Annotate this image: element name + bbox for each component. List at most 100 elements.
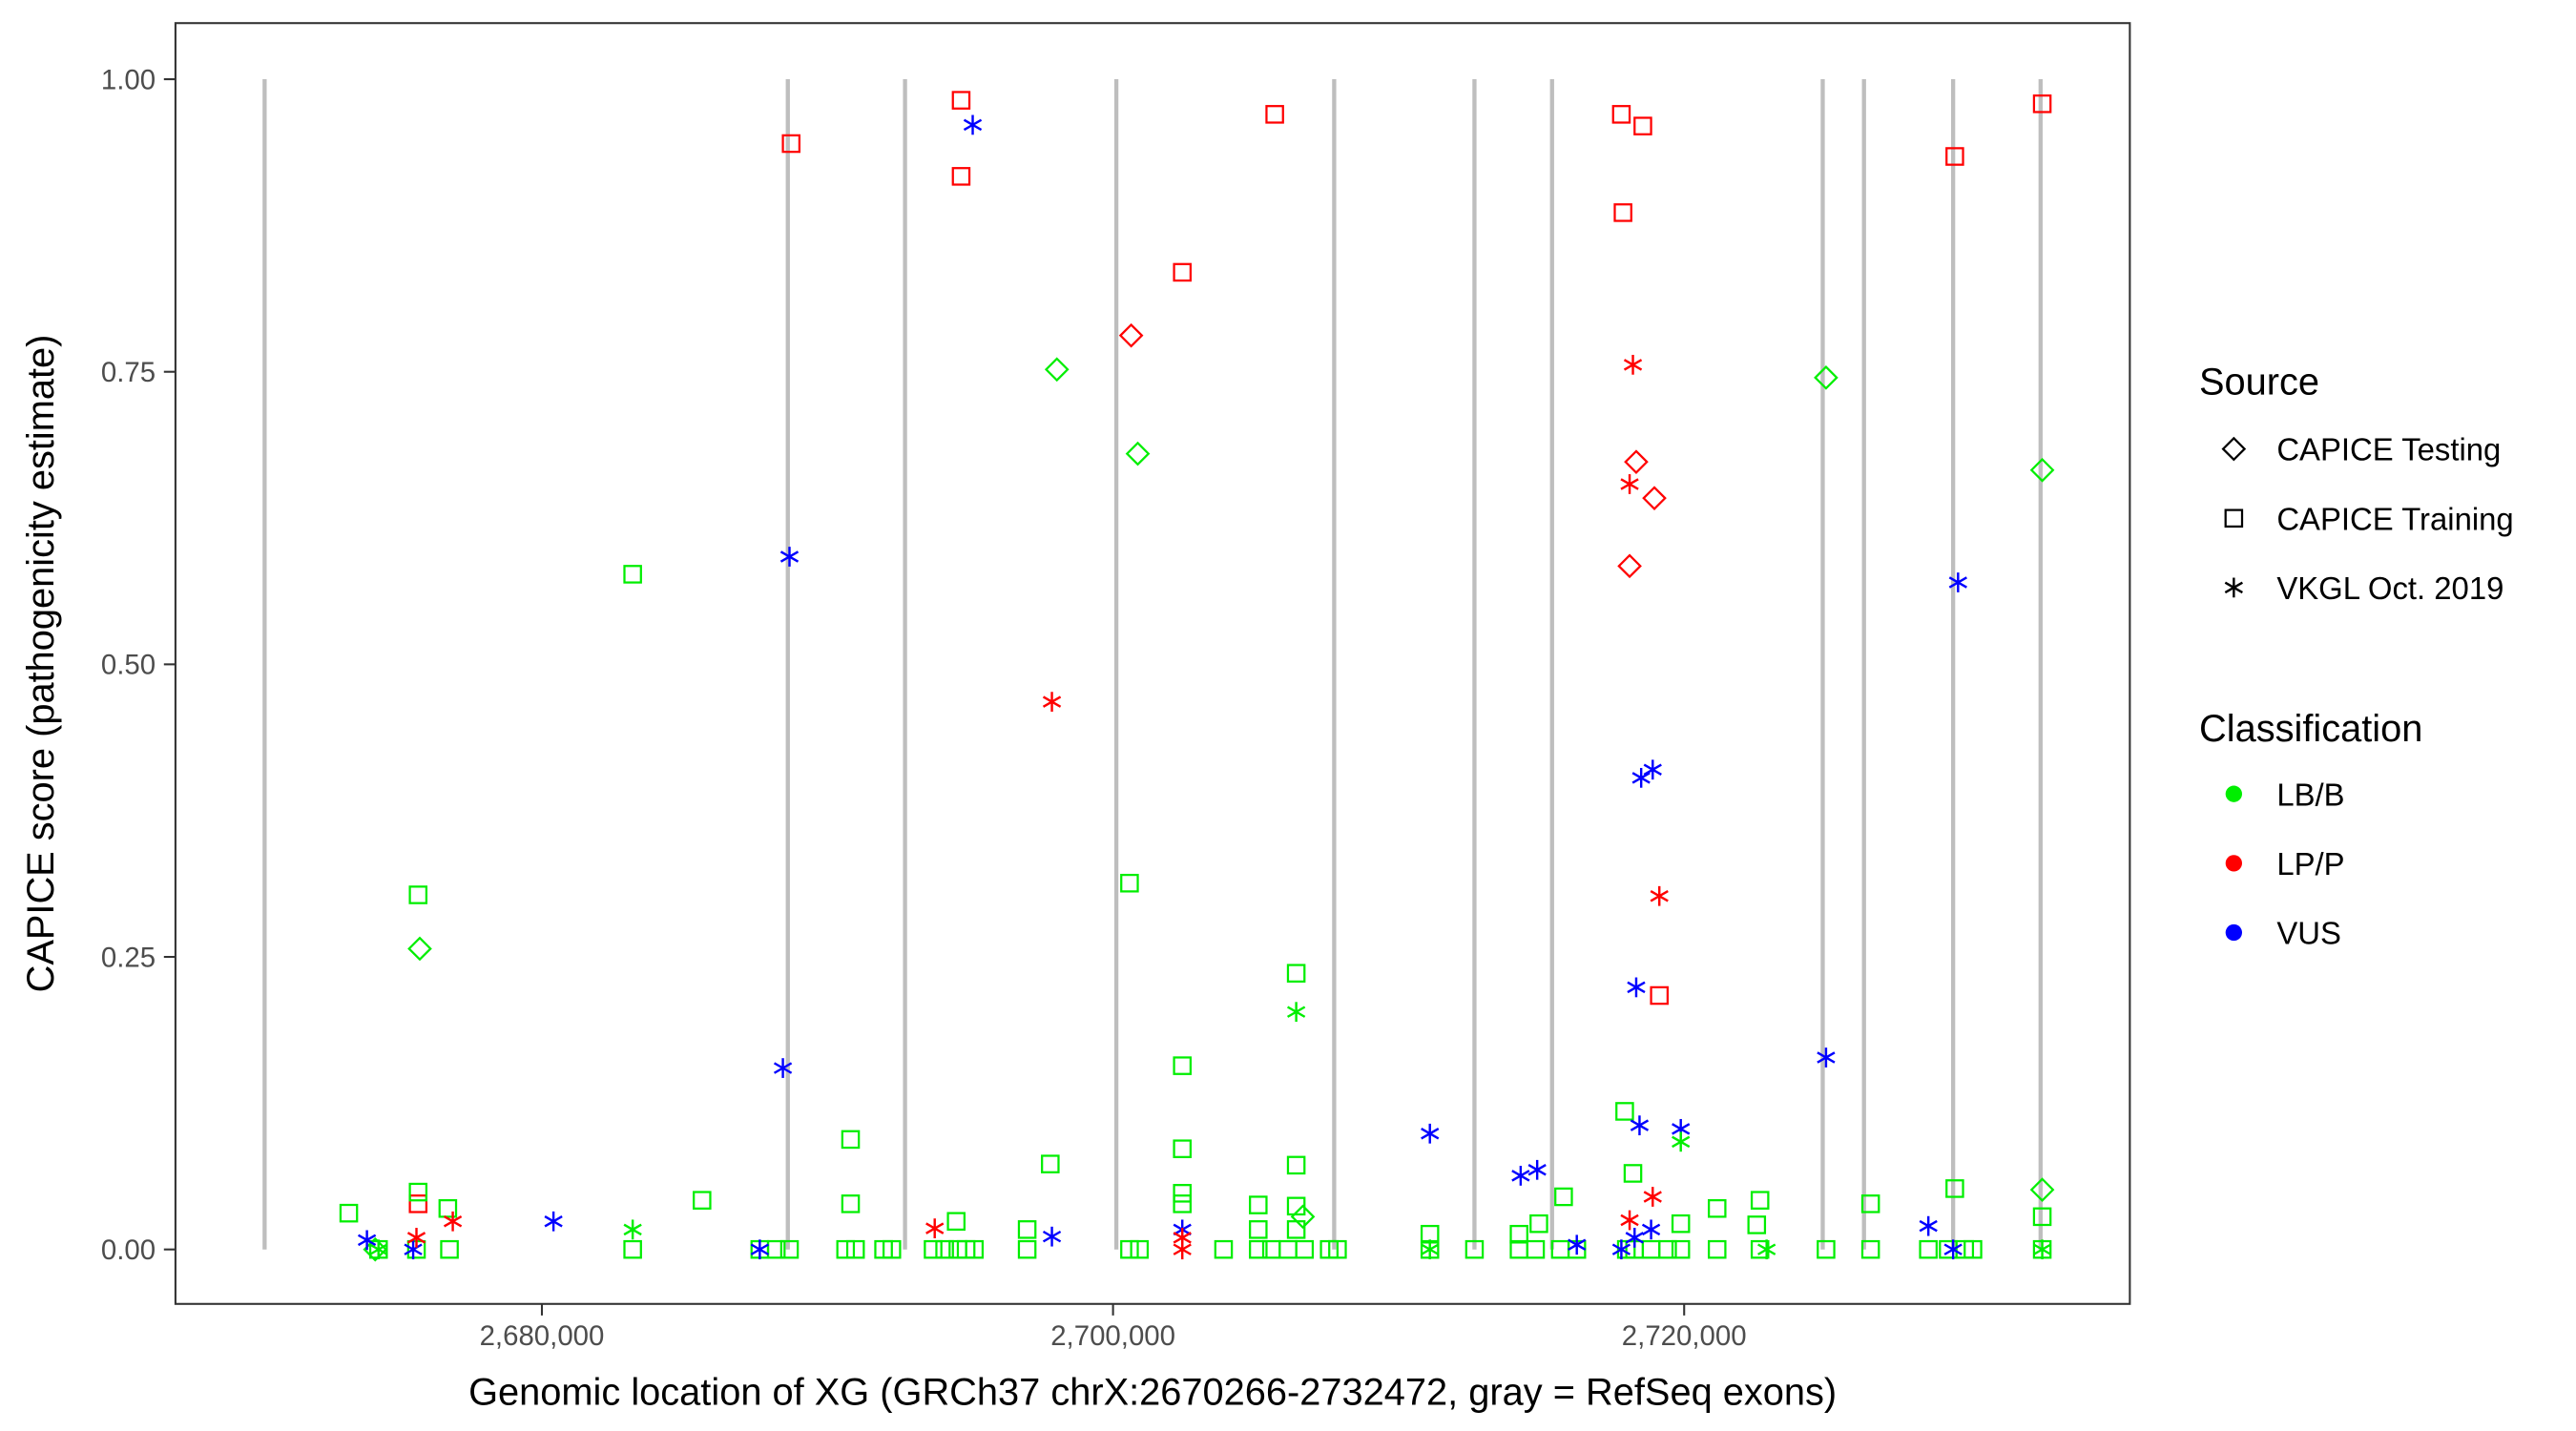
point-vkgl <box>357 1230 377 1251</box>
point-training <box>1750 1191 1770 1210</box>
point-vkgl <box>1672 1131 1691 1152</box>
point-vkgl <box>1643 1187 1662 1207</box>
asterisk-stroke <box>443 1215 463 1228</box>
point-training <box>1265 105 1284 124</box>
asterisk-stroke <box>357 1234 377 1247</box>
point-training <box>1214 1239 1234 1259</box>
point-training <box>924 1239 943 1259</box>
point-training <box>1173 262 1192 282</box>
asterisk-stroke <box>1627 981 1646 994</box>
point-vkgl <box>1421 1239 1440 1260</box>
point-training <box>779 1239 800 1259</box>
point-training <box>1747 1215 1767 1234</box>
point-training <box>946 1212 966 1232</box>
point-training <box>1529 1213 1548 1234</box>
asterisk-stroke <box>1631 772 1651 784</box>
y-axis-label: CAPICE score (pathogenicity estimate) <box>20 335 62 993</box>
point-vkgl <box>406 1228 426 1248</box>
point-training <box>845 1239 865 1259</box>
point-training <box>781 134 801 154</box>
point-testing <box>2029 1177 2055 1202</box>
exon-lines <box>262 79 2043 1250</box>
asterisk-stroke <box>1511 1170 1530 1182</box>
point-vkgl <box>1286 1002 1306 1023</box>
legend-class-label: VUS <box>2276 916 2341 951</box>
legend-class-label: LB/B <box>2276 777 2344 812</box>
legend: Source Classification CAPICE Testing CAPI… <box>2199 361 2514 950</box>
point-vkgl <box>1948 572 1967 592</box>
legend-asterisk-icon <box>2224 577 2243 598</box>
point-training <box>1554 1187 1573 1207</box>
point-vkgl <box>1757 1239 1776 1260</box>
point-training <box>1249 1239 1268 1259</box>
point-testing <box>1624 449 1649 474</box>
point-training <box>408 1194 428 1213</box>
y-tick-label: 1.00 <box>101 64 156 95</box>
point-vkgl <box>750 1239 769 1260</box>
legend-classification-title: Classification <box>2199 708 2422 750</box>
point-training <box>438 1198 458 1218</box>
y-tick-label: 0.25 <box>101 942 156 973</box>
asterisk-stroke <box>1173 1232 1192 1244</box>
point-vkgl <box>1643 759 1662 780</box>
point-training <box>1041 1154 1060 1173</box>
point-training <box>408 1182 428 1202</box>
point-training <box>1130 1239 1150 1259</box>
point-training <box>951 91 971 110</box>
point-vkgl <box>1042 692 1062 712</box>
asterisk-stroke <box>404 1243 423 1255</box>
asterisk-stroke <box>1421 1128 1440 1140</box>
x-tick-label: 2,700,000 <box>1050 1320 1175 1352</box>
y-tick-label: 0.50 <box>101 650 156 681</box>
asterisk-stroke <box>1672 1123 1691 1135</box>
point-training <box>1120 1239 1139 1259</box>
point-training <box>841 1194 861 1213</box>
point-training <box>1615 1102 1634 1121</box>
point-training <box>693 1191 712 1210</box>
point-training <box>1623 1164 1643 1183</box>
point-training <box>339 1203 359 1223</box>
point-training <box>1671 1239 1691 1259</box>
point-vkgl <box>404 1239 423 1260</box>
point-training <box>1509 1224 1528 1244</box>
point-training <box>1633 116 1652 135</box>
point-testing <box>1290 1204 1316 1230</box>
point-training <box>1286 1196 1306 1216</box>
point-training <box>1286 1155 1306 1175</box>
asterisk-stroke <box>925 1222 945 1234</box>
point-vkgl <box>1625 1228 1644 1248</box>
asterisk-stroke <box>369 1243 388 1255</box>
point-testing <box>407 936 432 962</box>
x-axis-label: Genomic location of XG (GRCh37 chrX:2670… <box>468 1371 1837 1413</box>
point-training <box>1526 1239 1546 1259</box>
point-training <box>1286 1220 1306 1239</box>
asterisk-stroke <box>750 1243 769 1255</box>
asterisk-stroke <box>1630 1119 1650 1131</box>
legend-dot-icon <box>2225 855 2242 872</box>
point-training <box>1295 1239 1315 1259</box>
legend-dot-icon <box>2225 785 2242 802</box>
point-testing <box>2029 457 2055 483</box>
legend-square-icon <box>2224 508 2244 529</box>
point-training <box>1611 105 1631 124</box>
point-vkgl <box>544 1211 563 1232</box>
data-points <box>339 91 2055 1262</box>
asterisk-stroke <box>1757 1243 1776 1255</box>
legend-source-title: Source <box>2199 361 2319 403</box>
point-training <box>1963 1239 1983 1259</box>
point-training <box>1173 1139 1192 1158</box>
asterisk-stroke <box>1919 1219 1938 1233</box>
legend-source-label: CAPICE Training <box>2276 501 2513 536</box>
point-training <box>1650 985 1669 1006</box>
asterisk-stroke <box>1625 1232 1644 1244</box>
point-vkgl <box>369 1239 388 1260</box>
asterisk-stroke <box>1042 695 1062 708</box>
point-training <box>1465 1239 1485 1259</box>
point-training <box>1017 1239 1037 1259</box>
point-training <box>623 565 642 584</box>
asterisk-stroke <box>1173 1243 1192 1255</box>
point-training <box>1945 147 1964 166</box>
point-training <box>1860 1239 1880 1259</box>
point-training <box>951 167 971 186</box>
asterisk-stroke <box>406 1232 426 1244</box>
